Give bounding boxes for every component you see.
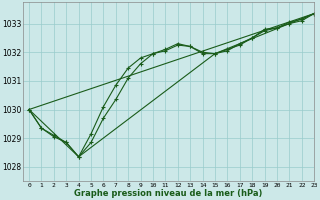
X-axis label: Graphe pression niveau de la mer (hPa): Graphe pression niveau de la mer (hPa): [74, 189, 263, 198]
